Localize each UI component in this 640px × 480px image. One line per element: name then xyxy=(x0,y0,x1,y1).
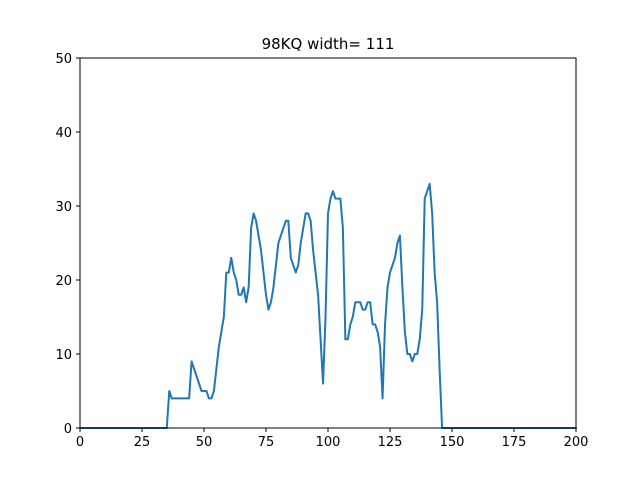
series-line xyxy=(79,182,577,429)
y-tick-label: 10 xyxy=(55,348,72,363)
chart-title: 98KQ width= 111 xyxy=(262,35,395,53)
x-tick-label: 50 xyxy=(196,435,213,450)
y-tick-label: 50 xyxy=(55,52,72,67)
plot-frame xyxy=(79,57,577,429)
x-tick-label: 0 xyxy=(76,435,84,450)
x-tick-label: 75 xyxy=(258,435,275,450)
x-tick-label: 150 xyxy=(440,435,465,450)
x-tick-label: 125 xyxy=(378,435,403,450)
y-tick-label: 0 xyxy=(64,422,72,437)
axis-ticks: 0 25 50 75 100 125 150 175 200 0 10 20 30 40 50 xyxy=(55,52,588,450)
x-tick-label: 200 xyxy=(564,435,589,450)
x-tick-label: 175 xyxy=(502,435,527,450)
y-tick-label: 30 xyxy=(55,200,72,215)
y-tick-label: 20 xyxy=(55,274,72,289)
y-tick-label: 40 xyxy=(55,126,72,141)
x-tick-label: 25 xyxy=(134,435,151,450)
x-tick-label: 100 xyxy=(316,435,341,450)
